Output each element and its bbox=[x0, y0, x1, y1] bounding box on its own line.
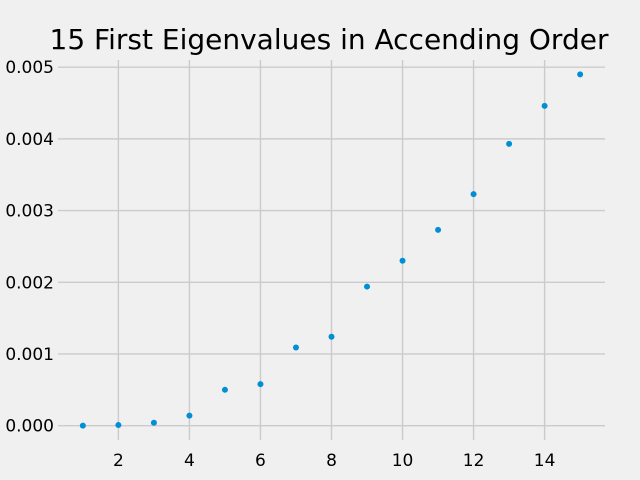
data-point bbox=[186, 412, 193, 419]
data-point bbox=[257, 381, 264, 388]
data-point bbox=[577, 71, 584, 78]
x-tick-label: 2 bbox=[113, 451, 124, 471]
data-point bbox=[292, 344, 299, 351]
x-tick-label: 6 bbox=[255, 451, 266, 471]
x-tick-label: 12 bbox=[463, 451, 485, 471]
data-point bbox=[435, 226, 442, 233]
data-point bbox=[541, 102, 548, 109]
data-point bbox=[115, 421, 122, 428]
y-axis-ticks: 0.000 0.001 0.002 0.003 0.004 0.005 bbox=[5, 58, 54, 436]
grid bbox=[58, 60, 605, 440]
data-point bbox=[221, 386, 228, 393]
data-point bbox=[506, 140, 513, 147]
x-tick-label: 8 bbox=[326, 451, 337, 471]
data-point bbox=[150, 419, 157, 426]
y-tick-label: 0.001 bbox=[5, 345, 54, 365]
chart-title: 15 First Eigenvalues in Accending Order bbox=[50, 23, 609, 56]
x-tick-label: 14 bbox=[534, 451, 556, 471]
data-point bbox=[328, 333, 335, 340]
data-points bbox=[79, 71, 584, 429]
x-axis-ticks: 2 4 6 8 10 12 14 bbox=[113, 451, 555, 471]
y-tick-label: 0.004 bbox=[5, 130, 54, 150]
data-point bbox=[470, 191, 477, 198]
y-tick-label: 0.005 bbox=[5, 58, 54, 78]
data-point bbox=[399, 257, 406, 264]
data-point bbox=[79, 422, 86, 429]
x-tick-label: 4 bbox=[184, 451, 195, 471]
data-point bbox=[364, 283, 371, 290]
x-tick-label: 10 bbox=[392, 451, 414, 471]
y-tick-label: 0.000 bbox=[5, 417, 54, 437]
y-tick-label: 0.003 bbox=[5, 202, 54, 222]
y-tick-label: 0.002 bbox=[5, 273, 54, 293]
